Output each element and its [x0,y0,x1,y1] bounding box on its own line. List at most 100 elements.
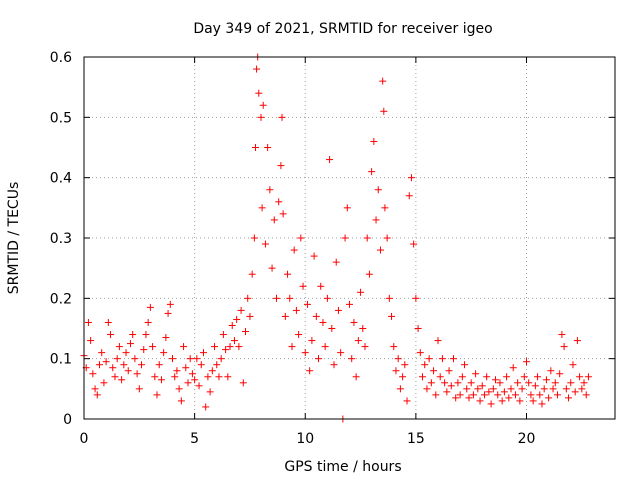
data-point [157,376,165,384]
data-point [191,376,199,384]
data-point [188,370,196,378]
data-point [401,361,409,369]
data-point [317,282,325,290]
data-point [277,162,285,170]
data-point [278,113,286,121]
data-point [151,373,159,381]
data-point [215,373,223,381]
y-tick-label: 0.1 [50,352,72,368]
data-point [523,358,530,366]
y-tick-label: 0.6 [50,50,72,66]
axes: 0 0.1 0.2 0.3 0.4 0.5 0.6 0 5 10 15 20 [50,50,615,447]
data-point [425,355,433,363]
data-point [259,101,267,109]
data-point [180,343,188,351]
data-point [279,210,287,218]
data-point [452,394,460,402]
data-point [392,367,400,375]
data-point [436,373,444,381]
data-point [144,318,152,326]
data-point [394,355,402,363]
data-point [272,294,280,302]
data-point [224,373,232,381]
data-point [104,318,112,326]
y-tick-label: 0.2 [50,291,72,307]
data-point [565,394,573,402]
data-point [312,312,320,320]
y-tick-label: 0 [63,412,72,428]
data-point [113,355,121,363]
data-point [403,397,411,405]
data-point [352,373,360,381]
data-point [542,376,550,384]
data-point [454,379,462,387]
data-point [230,337,238,345]
data-point [248,270,256,278]
data-point [580,379,588,387]
data-point [122,349,130,357]
data-point [527,391,535,399]
data-point [251,144,259,151]
data-point [135,385,143,393]
data-point [321,343,329,351]
data-point [226,343,234,351]
data-point [270,216,278,224]
data-point [264,144,272,151]
data-point [149,343,157,351]
data-point [480,391,488,399]
data-point [500,388,508,396]
x-axis-label: GPS time / hours [284,459,401,475]
data-point [359,325,367,332]
data-point [109,364,117,372]
data-point [211,343,219,351]
data-point [115,343,123,351]
data-point [376,246,384,254]
data-point [518,385,526,393]
data-point [332,258,340,266]
data-point [124,367,132,375]
data-point [478,382,486,390]
data-point [567,379,575,387]
data-point [458,373,466,381]
data-point [438,355,446,363]
data-point [213,361,221,369]
data-point [95,361,103,369]
data-point [120,361,128,369]
x-tick-label: 20 [518,431,536,447]
data-point [91,385,99,393]
data-point [334,306,342,314]
data-point [129,331,137,339]
data-point [456,391,464,399]
data-point [380,107,388,115]
data-point [472,370,480,378]
data-point [330,361,338,369]
data-point [102,358,110,366]
data-point [268,264,276,272]
data-point [306,367,314,375]
data-point [177,397,185,405]
y-tick-label: 0.4 [50,171,72,187]
data-point [186,355,194,363]
data-point [514,379,522,387]
data-point [250,234,258,242]
data-point [155,361,163,369]
data-point [253,65,261,73]
data-point [328,325,336,332]
data-point [410,240,418,248]
data-point [558,331,566,339]
data-point [416,349,424,357]
data-point [503,373,511,381]
data-point [529,397,537,405]
data-point [140,346,148,354]
data-point [540,385,548,393]
data-point [233,315,241,323]
data-point [374,186,382,194]
data-point [297,234,305,242]
data-point [445,367,453,375]
data-point [363,234,371,242]
data-point [505,394,513,402]
data-point [357,288,365,296]
data-point [496,379,504,387]
x-tick-label: 5 [190,431,199,447]
